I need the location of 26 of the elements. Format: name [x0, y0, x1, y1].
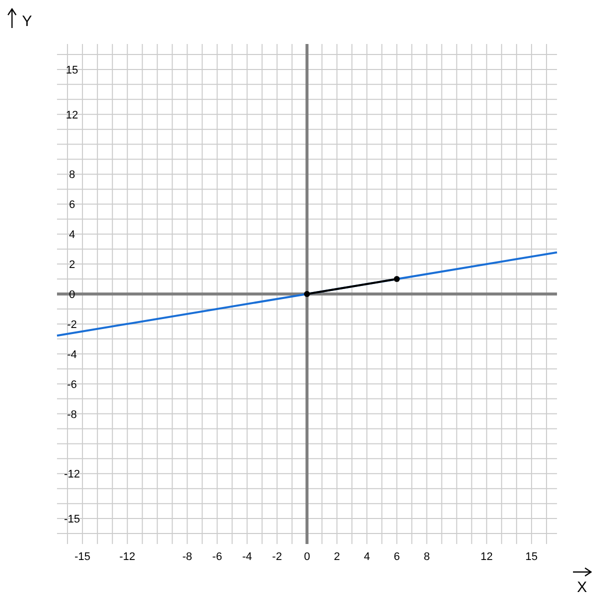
x-tick-label: 0	[304, 551, 310, 563]
x-tick-label: 15	[525, 551, 538, 563]
x-tick-label: -4	[242, 551, 252, 563]
x-tick-label: 2	[334, 551, 340, 563]
y-tick-label: 12	[66, 109, 78, 122]
y-tick-label: 8	[68, 169, 76, 182]
y-tick-label: -2	[67, 318, 77, 331]
y-tick-label: -4	[67, 348, 77, 361]
x-axis-title: X	[576, 579, 588, 596]
y-tick-label: 2	[68, 259, 76, 272]
x-tick-label: 4	[364, 551, 370, 563]
x-tick-label: 8	[424, 551, 430, 563]
x-tick-label: -6	[212, 551, 222, 563]
y-tick-label: -6	[67, 378, 77, 391]
y-tick-label: 4	[68, 229, 76, 242]
y-tick-label: 15	[66, 64, 78, 76]
y-axis-title: Y	[22, 13, 32, 30]
y-tick-label: -15	[64, 514, 80, 526]
x-tick-label: -2	[272, 551, 282, 563]
y-tick-label: -8	[67, 408, 77, 421]
y-tick-label: 6	[68, 199, 76, 212]
x-tick-label: -12	[119, 551, 136, 563]
x-tick-label: 12	[480, 551, 493, 563]
x-tick-label: -8	[182, 551, 192, 563]
x-tick-label: 6	[394, 551, 400, 563]
y-tick-label: -12	[64, 468, 80, 481]
